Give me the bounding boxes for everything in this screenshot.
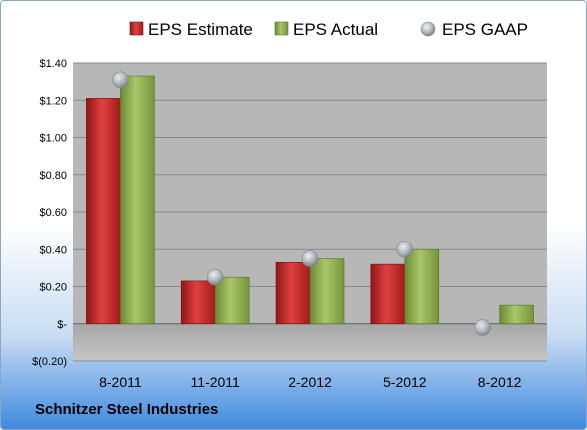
x-tick-label: 8-2011 xyxy=(99,374,142,390)
legend-swatch-estimate xyxy=(129,21,144,36)
y-tick-label: $0.40 xyxy=(39,244,67,256)
gaap-marker xyxy=(396,240,414,258)
legend-swatch-gaap xyxy=(420,21,436,37)
actual-bar xyxy=(309,258,345,325)
y-axis: $(0.20) $- $0.20 $0.40 $0.60 $0.80 $1.00 $1.20 $… xyxy=(32,58,67,368)
actual-bar xyxy=(214,276,250,325)
company-name: Schnitzer Steel Industries xyxy=(35,401,219,418)
actual-bar xyxy=(120,75,155,325)
gaap-marker xyxy=(474,319,491,336)
x-axis: 8-2011 11-2011 2-2012 5-2012 8-2012 xyxy=(99,374,521,390)
gaap-marker xyxy=(301,250,319,267)
actual-bar xyxy=(499,304,534,325)
y-tick-label: $0.80 xyxy=(39,170,67,182)
y-tick-label: $1.00 xyxy=(39,133,67,145)
estimate-bar xyxy=(275,261,311,325)
actual-bar xyxy=(404,248,440,325)
legend-label-estimate: EPS Estimate xyxy=(148,20,253,39)
legend-swatch-actual xyxy=(274,21,289,36)
estimate-bar xyxy=(180,280,216,325)
gaap-markers xyxy=(112,71,491,336)
y-tick-label: $1.40 xyxy=(39,58,67,70)
y-tick-label: $- xyxy=(57,319,67,331)
y-tick-label: $(0.20) xyxy=(32,356,67,368)
x-tick-label: 8-2012 xyxy=(478,374,522,390)
legend-label-actual: EPS Actual xyxy=(293,20,378,39)
x-tick-label: 2-2012 xyxy=(288,374,332,390)
x-tick-label: 5-2012 xyxy=(383,374,427,390)
legend-item-actual: EPS Actual xyxy=(274,20,378,39)
estimate-bar xyxy=(370,263,406,325)
y-tick-label: $0.60 xyxy=(39,207,67,219)
legend-label-gaap: EPS GAAP xyxy=(442,20,528,39)
legend: EPS Estimate EPS Actual EPS GAAP xyxy=(129,20,528,39)
gaap-marker xyxy=(112,71,129,89)
x-tick-label: 11-2011 xyxy=(191,374,241,390)
y-tick-label: $0.20 xyxy=(39,282,67,294)
bars xyxy=(86,75,534,325)
plot-floor xyxy=(73,323,547,361)
gaap-marker xyxy=(206,268,224,286)
y-tick-label: $1.20 xyxy=(39,95,67,107)
legend-item-estimate: EPS Estimate xyxy=(129,20,253,39)
legend-item-gaap: EPS GAAP xyxy=(420,20,528,39)
estimate-bar xyxy=(86,98,121,325)
